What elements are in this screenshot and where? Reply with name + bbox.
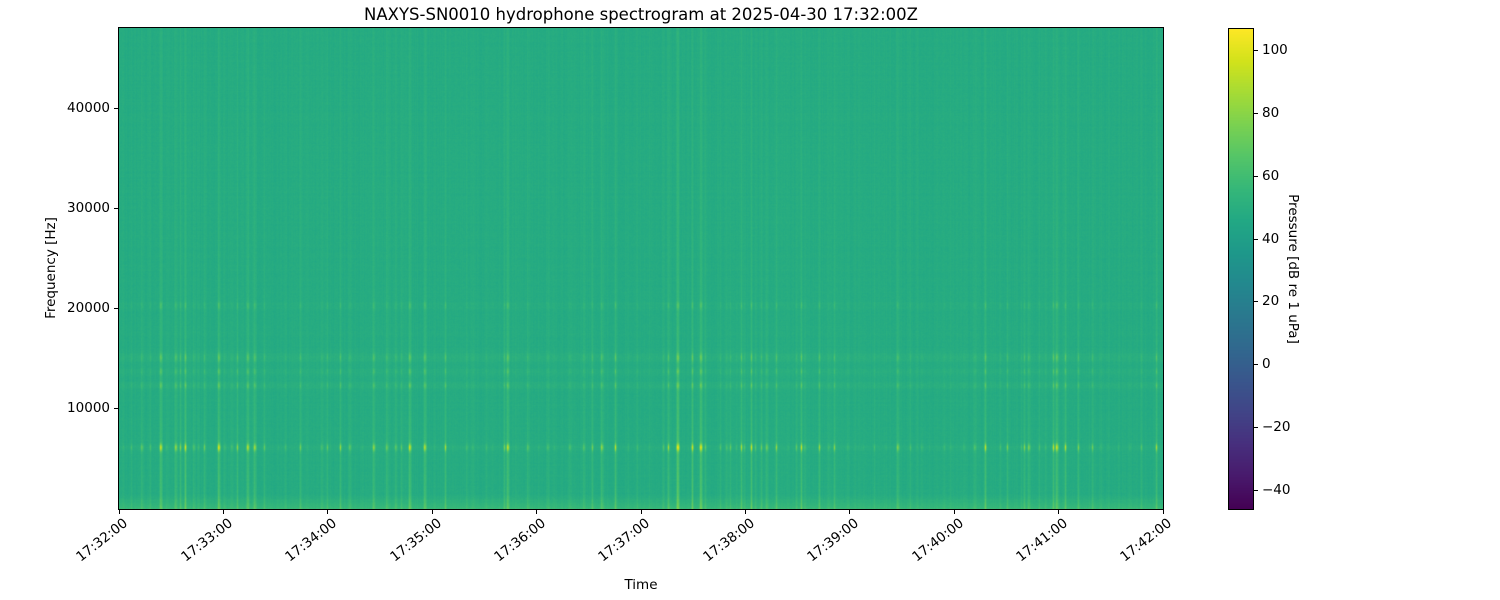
x-tick-mark [1162, 510, 1164, 514]
colorbar-tick-mark [1254, 175, 1258, 177]
colorbar-tick-label: −40 [1262, 481, 1291, 498]
colorbar-tick-label: 0 [1262, 356, 1271, 373]
colorbar-tick-label: 40 [1262, 230, 1280, 247]
colorbar-tick-label: 100 [1262, 42, 1288, 59]
spectrogram-canvas [119, 28, 1163, 509]
colorbar-canvas [1229, 29, 1253, 509]
chart-title: NAXYS-SN0010 hydrophone spectrogram at 2… [364, 5, 918, 24]
colorbar-tick-mark [1254, 489, 1258, 491]
colorbar-tick-mark [1254, 113, 1258, 115]
x-tick-mark [431, 510, 433, 514]
y-tick-label: 20000 [67, 300, 110, 317]
x-tick-mark [1058, 510, 1060, 514]
x-axis-label: Time [624, 577, 658, 593]
colorbar-tick-mark [1254, 50, 1258, 52]
x-tick-mark [744, 510, 746, 514]
y-tick-label: 40000 [67, 99, 110, 116]
y-tick-label: 10000 [67, 400, 110, 417]
colorbar-tick-mark [1254, 364, 1258, 366]
colorbar-tick-label: 60 [1262, 167, 1280, 184]
colorbar-tick-mark [1254, 426, 1258, 428]
colorbar-tick-label: 80 [1262, 105, 1280, 122]
x-tick-mark [536, 510, 538, 514]
x-tick-mark [327, 510, 329, 514]
y-tick-label: 30000 [67, 199, 110, 216]
colorbar [1228, 28, 1254, 510]
plot-area [118, 27, 1164, 510]
colorbar-tick-label: −20 [1262, 418, 1291, 435]
colorbar-tick-mark [1254, 238, 1258, 240]
x-tick-mark [640, 510, 642, 514]
colorbar-tick-mark [1254, 301, 1258, 303]
colorbar-tick-label: 20 [1262, 293, 1280, 310]
x-tick-mark [849, 510, 851, 514]
x-tick-mark [222, 510, 224, 514]
x-tick-mark [953, 510, 955, 514]
x-tick-mark [118, 510, 120, 514]
